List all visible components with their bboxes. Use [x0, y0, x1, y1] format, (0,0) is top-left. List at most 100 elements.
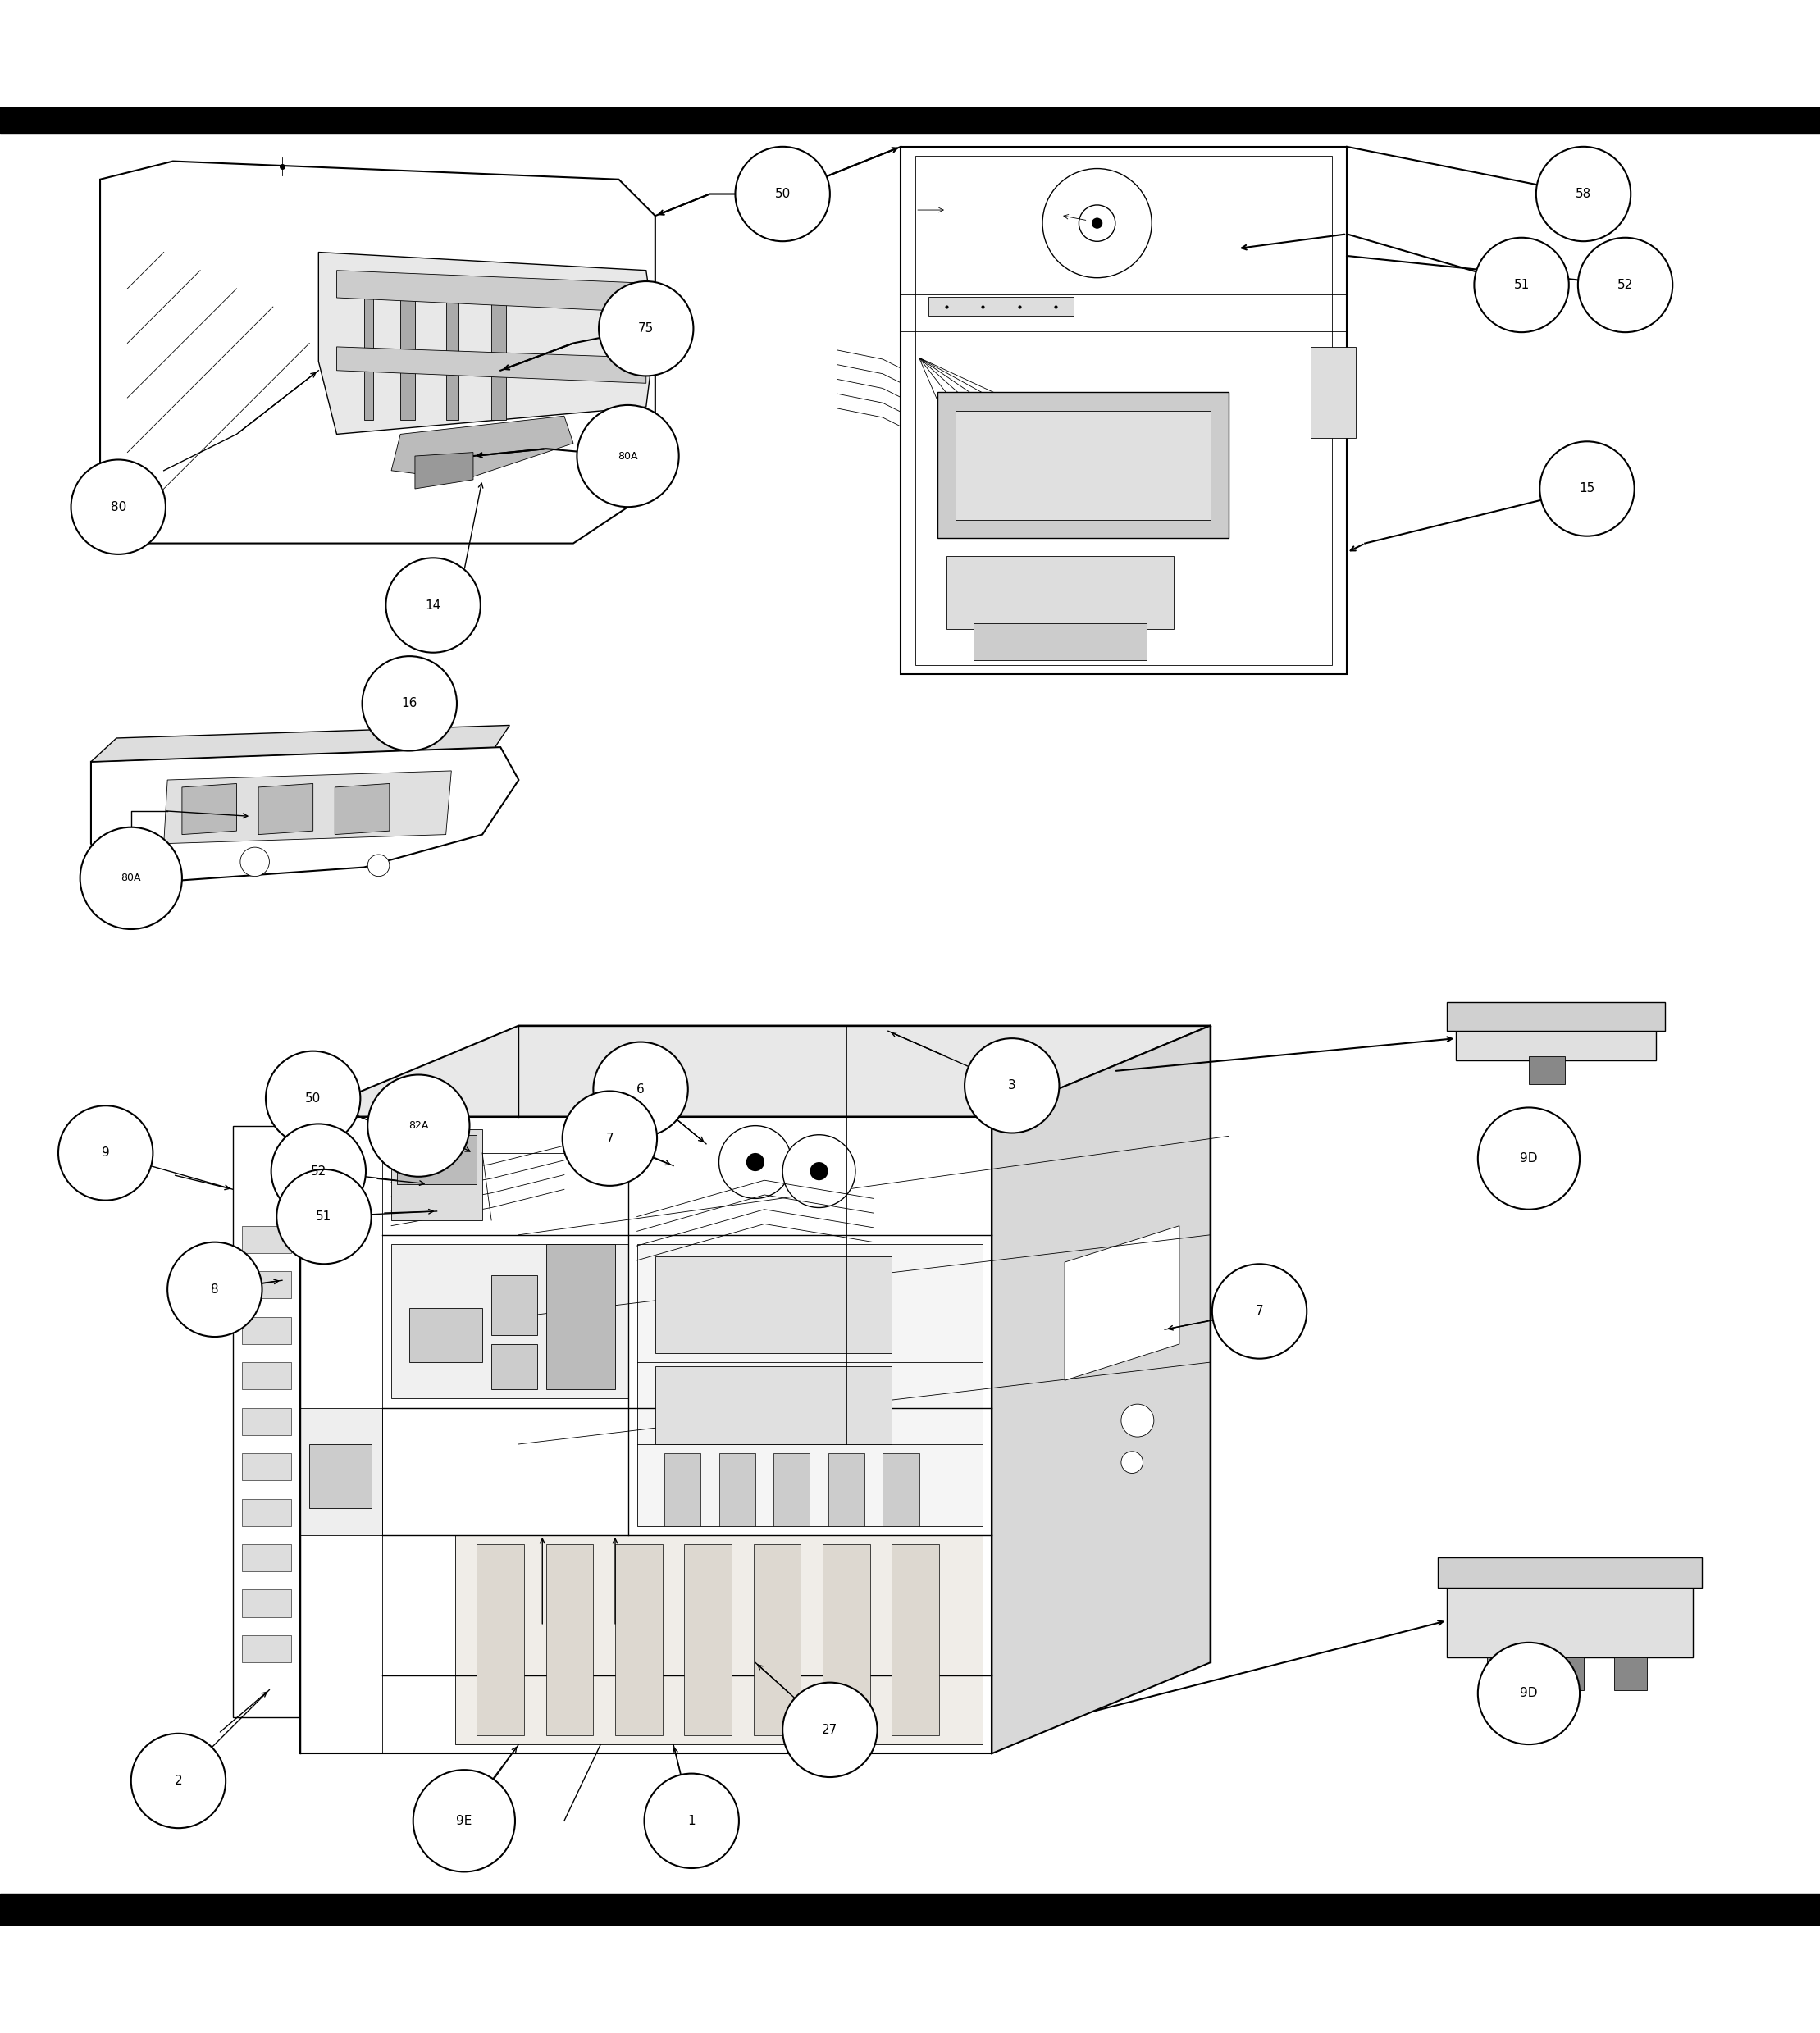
Polygon shape: [242, 1226, 291, 1252]
Circle shape: [746, 1153, 764, 1171]
Polygon shape: [242, 1317, 291, 1344]
Circle shape: [783, 1134, 855, 1208]
Text: 80A: 80A: [120, 872, 142, 884]
Circle shape: [599, 281, 693, 376]
Polygon shape: [182, 783, 237, 834]
Text: 51: 51: [1514, 279, 1529, 291]
Polygon shape: [91, 726, 510, 762]
Circle shape: [1121, 1452, 1143, 1474]
Polygon shape: [391, 1128, 482, 1220]
Polygon shape: [753, 1545, 801, 1736]
Text: 8: 8: [211, 1283, 218, 1295]
Polygon shape: [258, 783, 313, 834]
Polygon shape: [242, 1362, 291, 1389]
Text: 9D: 9D: [1520, 1153, 1538, 1165]
Polygon shape: [1447, 1002, 1665, 1031]
Circle shape: [1212, 1265, 1307, 1358]
Polygon shape: [928, 297, 1074, 315]
Circle shape: [1578, 238, 1673, 331]
Polygon shape: [883, 1454, 919, 1527]
Circle shape: [71, 459, 166, 555]
Text: 16: 16: [402, 697, 417, 710]
Text: 58: 58: [1576, 187, 1591, 199]
Circle shape: [1474, 238, 1569, 331]
Text: 1: 1: [688, 1815, 695, 1828]
Polygon shape: [1456, 1025, 1656, 1059]
Polygon shape: [100, 161, 655, 543]
Polygon shape: [1310, 348, 1356, 437]
Circle shape: [58, 1106, 153, 1199]
Polygon shape: [455, 1535, 983, 1744]
Text: 50: 50: [306, 1092, 320, 1104]
Polygon shape: [364, 289, 373, 419]
Circle shape: [644, 1773, 739, 1868]
Polygon shape: [446, 289, 459, 419]
Circle shape: [1043, 169, 1152, 279]
Text: 52: 52: [1618, 279, 1633, 291]
Polygon shape: [615, 1545, 662, 1736]
Text: 51: 51: [317, 1210, 331, 1222]
Polygon shape: [0, 1893, 1820, 1927]
Circle shape: [240, 848, 269, 876]
Polygon shape: [655, 1256, 892, 1354]
Polygon shape: [974, 624, 1147, 661]
Polygon shape: [477, 1545, 524, 1736]
Polygon shape: [992, 1025, 1210, 1754]
Polygon shape: [337, 348, 646, 382]
Polygon shape: [1551, 1657, 1583, 1689]
Polygon shape: [242, 1454, 291, 1480]
Text: 7: 7: [606, 1132, 613, 1145]
Polygon shape: [335, 783, 389, 834]
Polygon shape: [1529, 1057, 1565, 1084]
Polygon shape: [1447, 1580, 1693, 1657]
Polygon shape: [491, 289, 506, 419]
Polygon shape: [491, 1344, 537, 1389]
Polygon shape: [391, 417, 573, 480]
Circle shape: [810, 1163, 828, 1181]
Polygon shape: [719, 1454, 755, 1527]
Text: 3: 3: [577, 1598, 581, 1606]
Polygon shape: [242, 1635, 291, 1663]
Circle shape: [1478, 1108, 1580, 1210]
Polygon shape: [91, 748, 519, 886]
Text: 75: 75: [639, 323, 653, 335]
Circle shape: [1540, 441, 1634, 537]
Text: 6: 6: [637, 1084, 644, 1096]
Polygon shape: [300, 1116, 992, 1754]
Polygon shape: [828, 1454, 864, 1527]
Circle shape: [362, 657, 457, 750]
Polygon shape: [1438, 1557, 1702, 1588]
Text: 3: 3: [1008, 1080, 1016, 1092]
Text: 9D: 9D: [1520, 1687, 1538, 1700]
Text: 27: 27: [823, 1724, 837, 1736]
Polygon shape: [956, 411, 1210, 520]
Text: 2: 2: [175, 1775, 182, 1787]
Polygon shape: [337, 270, 646, 313]
Circle shape: [368, 1075, 470, 1177]
Polygon shape: [391, 1244, 628, 1399]
Circle shape: [783, 1683, 877, 1777]
Circle shape: [167, 1242, 262, 1338]
Circle shape: [386, 557, 480, 653]
Text: 82A: 82A: [410, 1120, 428, 1130]
Polygon shape: [242, 1271, 291, 1299]
Circle shape: [131, 1734, 226, 1828]
Polygon shape: [242, 1590, 291, 1616]
Circle shape: [413, 1771, 515, 1872]
Polygon shape: [946, 557, 1174, 628]
Text: 9: 9: [102, 1147, 109, 1159]
Polygon shape: [823, 1545, 870, 1736]
Polygon shape: [546, 1545, 593, 1736]
Circle shape: [593, 1043, 688, 1136]
Polygon shape: [410, 1307, 482, 1362]
Circle shape: [368, 854, 389, 876]
Polygon shape: [1065, 1226, 1179, 1380]
Polygon shape: [892, 1545, 939, 1736]
Polygon shape: [318, 252, 655, 435]
Circle shape: [266, 1051, 360, 1147]
Polygon shape: [491, 1275, 537, 1336]
Text: 7: 7: [1256, 1305, 1263, 1317]
Polygon shape: [397, 1134, 477, 1183]
Polygon shape: [1487, 1657, 1520, 1689]
Circle shape: [277, 1169, 371, 1265]
